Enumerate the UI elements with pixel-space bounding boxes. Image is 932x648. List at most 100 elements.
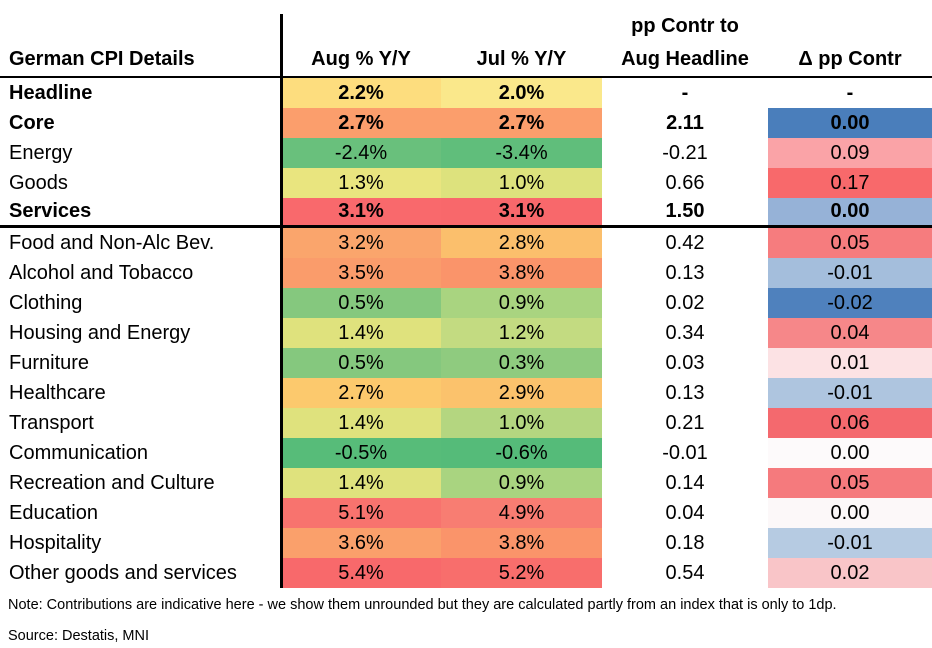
pp-contr-cell: 0.54 xyxy=(665,561,705,584)
aug-value-cell: 1.3% xyxy=(281,168,441,198)
jul-value-cell: 2.8% xyxy=(441,228,602,258)
pp-contr-cell: -0.01 xyxy=(662,441,708,464)
aug-value-cell: 3.5% xyxy=(281,258,441,288)
jul-value-cell: 3.1% xyxy=(441,198,602,225)
pp-contr-cell: 0.13 xyxy=(665,381,705,404)
delta-pp-contr-cell: -0.01 xyxy=(768,378,932,408)
jul-value-cell: 0.9% xyxy=(441,288,602,318)
jul-value-cell: 1.0% xyxy=(441,168,602,198)
jul-value-cell: 2.7% xyxy=(441,108,602,138)
table-row: Alcohol and Tobacco 3.5% 3.8% 0.13 -0.01 xyxy=(0,258,932,288)
table-row: Core 2.7% 2.7% 2.11 0.00 xyxy=(0,108,932,138)
aug-value-cell: 1.4% xyxy=(281,318,441,348)
column-header-jul: Jul % Y/Y xyxy=(476,47,567,70)
row-label: Communication xyxy=(9,441,148,464)
table-row: Energy -2.4% -3.4% -0.21 0.09 xyxy=(0,138,932,168)
table-row: Housing and Energy 1.4% 1.2% 0.34 0.04 xyxy=(0,318,932,348)
aug-value-cell: 2.7% xyxy=(281,378,441,408)
aug-value-cell: 5.4% xyxy=(281,558,441,588)
pp-contr-cell: - xyxy=(681,81,689,104)
aug-value-cell: 2.7% xyxy=(281,108,441,138)
jul-value-cell: 0.9% xyxy=(441,468,602,498)
table-row: Communication -0.5% -0.6% -0.01 0.00 xyxy=(0,438,932,468)
delta-pp-contr-cell: -0.02 xyxy=(768,288,932,318)
row-label: Food and Non-Alc Bev. xyxy=(9,231,215,254)
pp-contr-cell: 0.13 xyxy=(665,261,705,284)
column-header-pp-contr-line2: Aug Headline xyxy=(621,47,749,70)
delta-pp-contr-cell: 0.09 xyxy=(768,138,932,168)
delta-pp-contr-cell: 0.00 xyxy=(768,498,932,528)
delta-pp-contr-cell: 0.01 xyxy=(768,348,932,378)
row-label: Core xyxy=(9,111,55,134)
table-row: Furniture 0.5% 0.3% 0.03 0.01 xyxy=(0,348,932,378)
pp-contr-cell: 0.14 xyxy=(665,471,705,494)
table-row: Food and Non-Alc Bev. 3.2% 2.8% 0.42 0.0… xyxy=(0,228,932,258)
row-label: Recreation and Culture xyxy=(9,471,215,494)
row-label: Goods xyxy=(9,171,68,194)
jul-value-cell: 3.8% xyxy=(441,258,602,288)
jul-value-cell: 5.2% xyxy=(441,558,602,588)
row-label: Energy xyxy=(9,141,73,164)
aug-value-cell: 1.4% xyxy=(281,408,441,438)
row-label: Transport xyxy=(9,411,94,434)
row-label: Clothing xyxy=(9,291,83,314)
note-text: Note: Contributions are indicative here … xyxy=(8,597,837,613)
column-header-aug: Aug % Y/Y xyxy=(311,47,411,70)
table-header: pp Contr to German CPI Details Aug % Y/Y… xyxy=(0,0,932,78)
aug-value-cell: 5.1% xyxy=(281,498,441,528)
pp-contr-cell: 2.11 xyxy=(666,111,704,134)
table-row: Goods 1.3% 1.0% 0.66 0.17 xyxy=(0,168,932,198)
delta-pp-contr-cell: -0.01 xyxy=(768,258,932,288)
delta-pp-contr-cell: 0.06 xyxy=(768,408,932,438)
aug-value-cell: 0.5% xyxy=(281,348,441,378)
column-header-delta-pp-contr: Δ pp Contr xyxy=(798,47,902,70)
jul-value-cell: 1.0% xyxy=(441,408,602,438)
jul-value-cell: 2.0% xyxy=(441,78,602,108)
table-row: Hospitality 3.6% 3.8% 0.18 -0.01 xyxy=(0,528,932,558)
aug-value-cell: -0.5% xyxy=(281,438,441,468)
row-label: Services xyxy=(9,200,92,222)
aug-value-cell: 2.2% xyxy=(281,78,441,108)
pp-contr-cell: 0.03 xyxy=(665,351,705,374)
table-footer: Note: Contributions are indicative here … xyxy=(0,597,932,644)
pp-contr-cell: -0.21 xyxy=(662,141,708,164)
row-label: Housing and Energy xyxy=(9,321,191,344)
pp-contr-cell: 0.18 xyxy=(665,531,705,554)
jul-value-cell: -0.6% xyxy=(441,438,602,468)
jul-value-cell: 4.9% xyxy=(441,498,602,528)
table-row: Clothing 0.5% 0.9% 0.02 -0.02 xyxy=(0,288,932,318)
table-row: Transport 1.4% 1.0% 0.21 0.06 xyxy=(0,408,932,438)
delta-pp-contr-cell: 0.05 xyxy=(768,468,932,498)
delta-pp-contr-cell: 0.00 xyxy=(768,438,932,468)
pp-contr-cell: 1.50 xyxy=(665,200,705,222)
table-row: Headline 2.2% 2.0% - - xyxy=(0,78,932,108)
delta-pp-contr-cell: 0.00 xyxy=(768,198,932,225)
table-row: Healthcare 2.7% 2.9% 0.13 -0.01 xyxy=(0,378,932,408)
column-header-pp-contr-line1: pp Contr to xyxy=(631,14,739,37)
delta-pp-contr-cell: 0.02 xyxy=(768,558,932,588)
pp-contr-cell: 0.34 xyxy=(665,321,705,344)
pp-contr-cell: 0.02 xyxy=(665,291,705,314)
delta-pp-contr-cell: -0.01 xyxy=(768,528,932,558)
row-label: Other goods and services xyxy=(9,561,237,584)
delta-pp-contr-cell: 0.04 xyxy=(768,318,932,348)
table-body: Headline 2.2% 2.0% - - Core 2.7% 2.7% 2.… xyxy=(0,78,932,588)
source-text: Source: Destatis, MNI xyxy=(8,628,150,644)
pp-contr-cell: 0.66 xyxy=(665,171,705,194)
jul-value-cell: 0.3% xyxy=(441,348,602,378)
table-title: German CPI Details xyxy=(9,47,195,70)
aug-value-cell: 1.4% xyxy=(281,468,441,498)
row-label: Furniture xyxy=(9,351,90,374)
delta-pp-contr-cell: 0.05 xyxy=(768,228,932,258)
delta-pp-contr-cell: - xyxy=(846,81,854,104)
jul-value-cell: -3.4% xyxy=(441,138,602,168)
row-label: Hospitality xyxy=(9,531,102,554)
row-label: Alcohol and Tobacco xyxy=(9,261,194,284)
row-label: Healthcare xyxy=(9,381,106,404)
column-divider-line xyxy=(280,14,283,588)
table-row: Recreation and Culture 1.4% 0.9% 0.14 0.… xyxy=(0,468,932,498)
table-row: Education 5.1% 4.9% 0.04 0.00 xyxy=(0,498,932,528)
table-row: Other goods and services 5.4% 5.2% 0.54 … xyxy=(0,558,932,588)
row-label: Headline xyxy=(9,81,93,104)
